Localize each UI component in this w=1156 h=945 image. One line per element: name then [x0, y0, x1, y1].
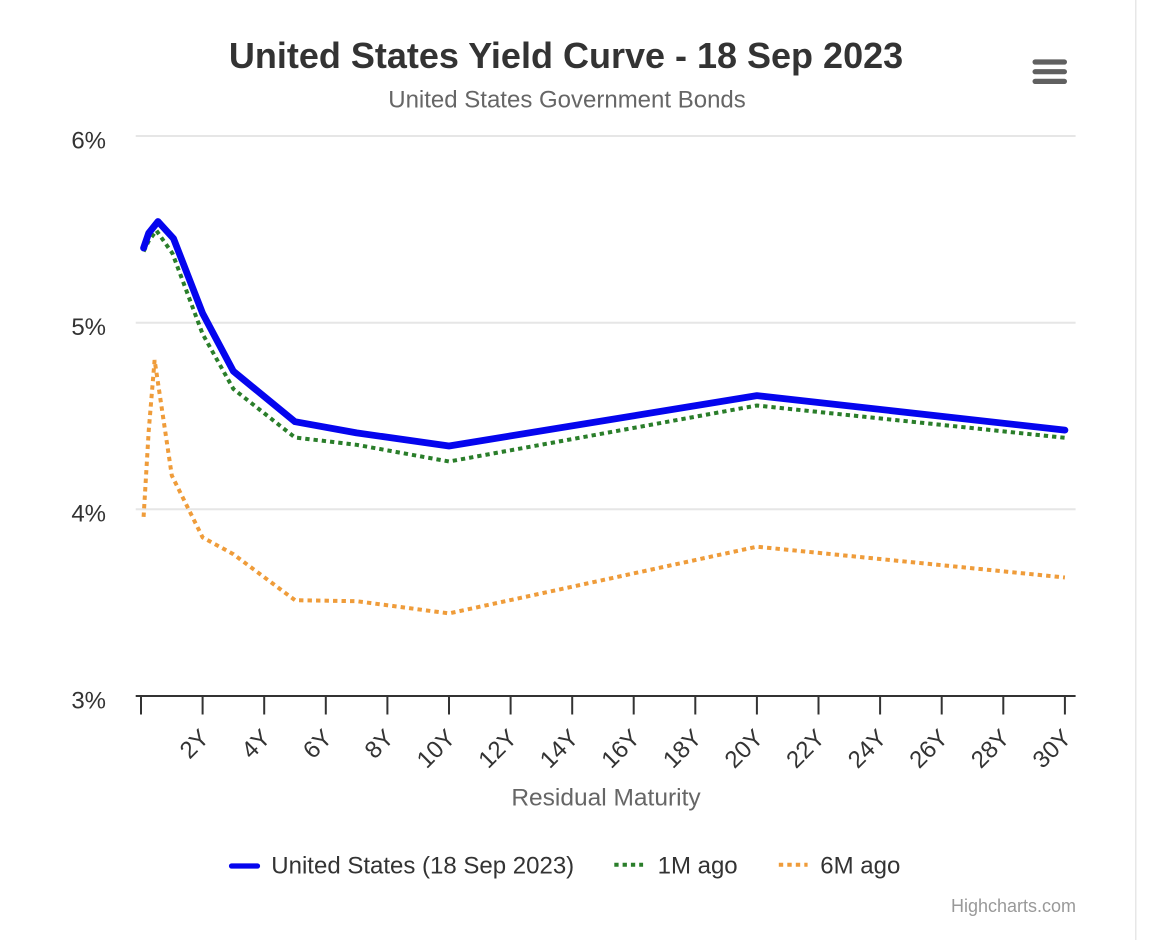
svg-text:4%: 4%: [71, 501, 106, 528]
svg-text:United States (18 Sep 2023): United States (18 Sep 2023): [271, 853, 574, 880]
svg-text:5%: 5%: [71, 314, 106, 341]
svg-text:United States Yield Curve - 18: United States Yield Curve - 18 Sep 2023: [229, 35, 903, 76]
svg-text:1M ago: 1M ago: [658, 853, 738, 880]
svg-text:United States Government Bonds: United States Government Bonds: [388, 87, 746, 114]
svg-text:Residual Maturity: Residual Maturity: [511, 785, 701, 812]
svg-text:Highcharts.com: Highcharts.com: [951, 896, 1076, 916]
svg-text:6M ago: 6M ago: [820, 853, 900, 880]
svg-text:3%: 3%: [71, 687, 106, 714]
svg-text:6%: 6%: [71, 127, 106, 154]
